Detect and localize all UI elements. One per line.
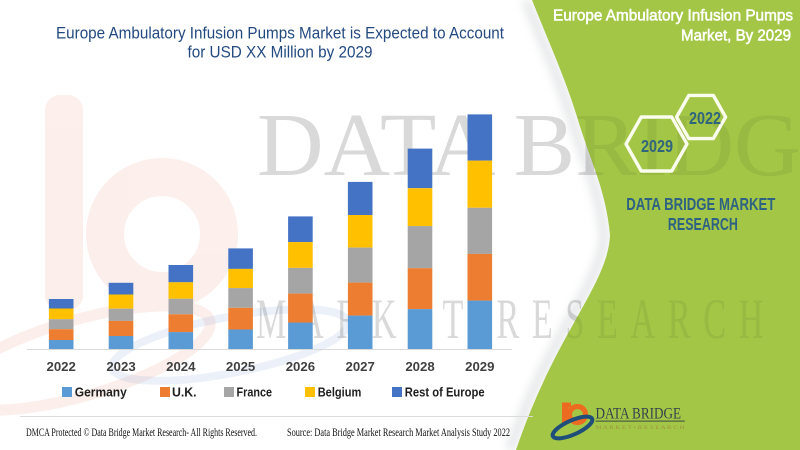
svg-text:2025: 2025 <box>226 359 255 374</box>
svg-text:2022: 2022 <box>689 108 721 128</box>
svg-text:RESEARCH: RESEARCH <box>668 214 738 234</box>
svg-text:2029: 2029 <box>465 359 494 374</box>
svg-text:Source: Data Bridge Market Res: Source: Data Bridge Market Research Mark… <box>287 427 510 439</box>
svg-text:France: France <box>237 386 273 400</box>
svg-text:MARKET RESEARCH: MARKET RESEARCH <box>256 288 776 351</box>
svg-text:DATA BRIDGE: DATA BRIDGE <box>596 406 682 423</box>
svg-text:for USD XX Million by 2029: for USD XX Million by 2029 <box>188 43 373 62</box>
svg-text:Belgium: Belgium <box>318 386 362 400</box>
svg-text:2024: 2024 <box>166 359 196 374</box>
svg-text:2028: 2028 <box>405 359 434 374</box>
svg-text:Europe Ambulatory Infusion Pum: Europe Ambulatory Infusion Pumps <box>553 7 793 24</box>
svg-text:Market, By 2029: Market, By 2029 <box>681 28 791 45</box>
svg-text:2029: 2029 <box>641 136 673 156</box>
svg-text:2026: 2026 <box>286 359 315 374</box>
svg-text:DATA BRIDGE MARKET: DATA BRIDGE MARKET <box>626 194 775 214</box>
svg-text:Germany: Germany <box>75 386 127 400</box>
svg-text:DATA BRIDGE: DATA BRIDGE <box>257 96 800 195</box>
svg-text:2027: 2027 <box>346 359 375 374</box>
svg-text:2022: 2022 <box>47 359 76 374</box>
svg-text:M A R K E T • R E S E A R C H: M A R K E T • R E S E A R C H <box>596 425 685 431</box>
svg-text:DMCA Protected © Data Bridge M: DMCA Protected © Data Bridge Market Rese… <box>26 427 257 439</box>
svg-text:U.K.: U.K. <box>172 386 197 400</box>
svg-text:Rest of Europe: Rest of Europe <box>405 386 485 400</box>
svg-text:2023: 2023 <box>106 359 135 374</box>
svg-text:Europe Ambulatory Infusion Pum: Europe Ambulatory Infusion Pumps Market … <box>56 23 504 42</box>
